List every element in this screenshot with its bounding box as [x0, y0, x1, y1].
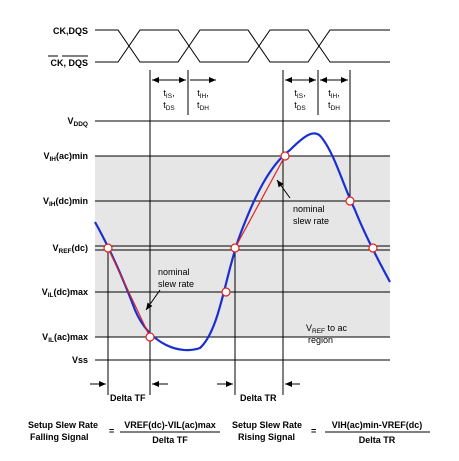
formula-text: Falling Signal — [30, 432, 89, 442]
label-part: V — [42, 332, 48, 342]
label-part: t — [294, 100, 297, 110]
annotation: nominal — [293, 204, 325, 214]
label-part: , — [206, 88, 209, 98]
label-part: t — [197, 88, 200, 98]
timing-label: tDS — [163, 100, 175, 112]
subscript: IH — [49, 201, 56, 208]
subscript: REF — [59, 248, 72, 255]
timing-lines — [90, 70, 351, 395]
clock — [95, 29, 390, 63]
level-label: VIH(dc)min — [43, 196, 88, 208]
subscript: IL — [48, 337, 54, 344]
subscript: IS — [297, 93, 304, 100]
formula-text: Delta TR — [359, 435, 396, 445]
level-label: VREF(dc) — [52, 243, 88, 255]
subscript: IL — [48, 292, 54, 299]
waveform — [94, 132, 391, 352]
formula-text: Rising Signal — [238, 432, 295, 442]
region-label: region — [308, 335, 333, 345]
label-part: (dc) — [72, 243, 89, 253]
timing-label: tDS — [294, 100, 306, 112]
subscript: IH — [49, 156, 56, 163]
delta-label: Delta TF — [110, 393, 146, 403]
formula-text: Setup Slew Rate — [28, 420, 98, 430]
delta-label: Delta TR — [240, 393, 277, 403]
formula-text: = — [109, 426, 114, 436]
label-part: t — [328, 100, 331, 110]
crossing-points — [103, 151, 378, 342]
label-part: Vss — [72, 355, 88, 365]
subscript: DDQ — [74, 121, 88, 128]
subscript: IH — [331, 93, 338, 100]
label-part: V — [68, 116, 74, 126]
region-label: VREF to ac — [306, 323, 348, 335]
level-label: VDDQ — [68, 116, 88, 128]
subscript: DH — [200, 105, 210, 112]
level-label: VIH(ac)min — [43, 151, 88, 163]
subscript: DS — [297, 105, 307, 112]
slew-lines — [107, 155, 286, 338]
timing-label: tIH, — [328, 88, 340, 100]
formula-text: VREF(dc)-VIL(ac)max — [124, 420, 216, 430]
label-part: V — [43, 151, 49, 161]
label-part: V — [52, 243, 58, 253]
label-part: (ac)max — [54, 332, 88, 342]
level-label: VIL(ac)max — [42, 332, 88, 344]
subscript: IH — [200, 93, 207, 100]
level-label: VIL(dc)max — [42, 287, 88, 299]
label-part: t — [163, 100, 166, 110]
annotation: slew rate — [293, 216, 329, 226]
label-part: V — [43, 196, 49, 206]
timing-label: tDH — [197, 100, 209, 112]
label-part: t — [328, 88, 331, 98]
subscript: DH — [331, 105, 341, 112]
label-part: t — [197, 100, 200, 110]
label-part: V — [42, 287, 48, 297]
timing-label: tIH, — [197, 88, 209, 100]
signal-label: CK, DQS — [50, 58, 88, 68]
annotation: slew rate — [158, 279, 194, 289]
signal-label: CK,DQS — [53, 26, 88, 36]
label-part: t — [294, 88, 297, 98]
label-part: , — [303, 88, 306, 98]
formula-text: Delta TF — [152, 435, 188, 445]
timing-label: tIS, — [163, 88, 174, 100]
annotation: nominal — [158, 267, 190, 277]
formula-text: = — [311, 426, 316, 436]
label-part: , — [172, 88, 175, 98]
formula-text: Setup Slew Rate — [232, 420, 302, 430]
label-part: (ac)min — [56, 151, 88, 161]
label-part: to ac — [325, 323, 348, 333]
label-part: , — [337, 88, 340, 98]
subscript: DS — [166, 105, 176, 112]
subscript: IS — [166, 93, 173, 100]
timing-label: tDH — [328, 100, 340, 112]
level-label: Vss — [72, 355, 88, 365]
label-part: (dc)max — [53, 287, 88, 297]
label-part: V — [306, 323, 312, 333]
timing-label: tIS, — [294, 88, 305, 100]
subscript: REF — [312, 328, 325, 335]
level-lines — [95, 120, 390, 361]
label-part: t — [163, 88, 166, 98]
formula-text: VIH(ac)min-VREF(dc) — [332, 420, 423, 430]
label-part: (dc)min — [56, 196, 89, 206]
